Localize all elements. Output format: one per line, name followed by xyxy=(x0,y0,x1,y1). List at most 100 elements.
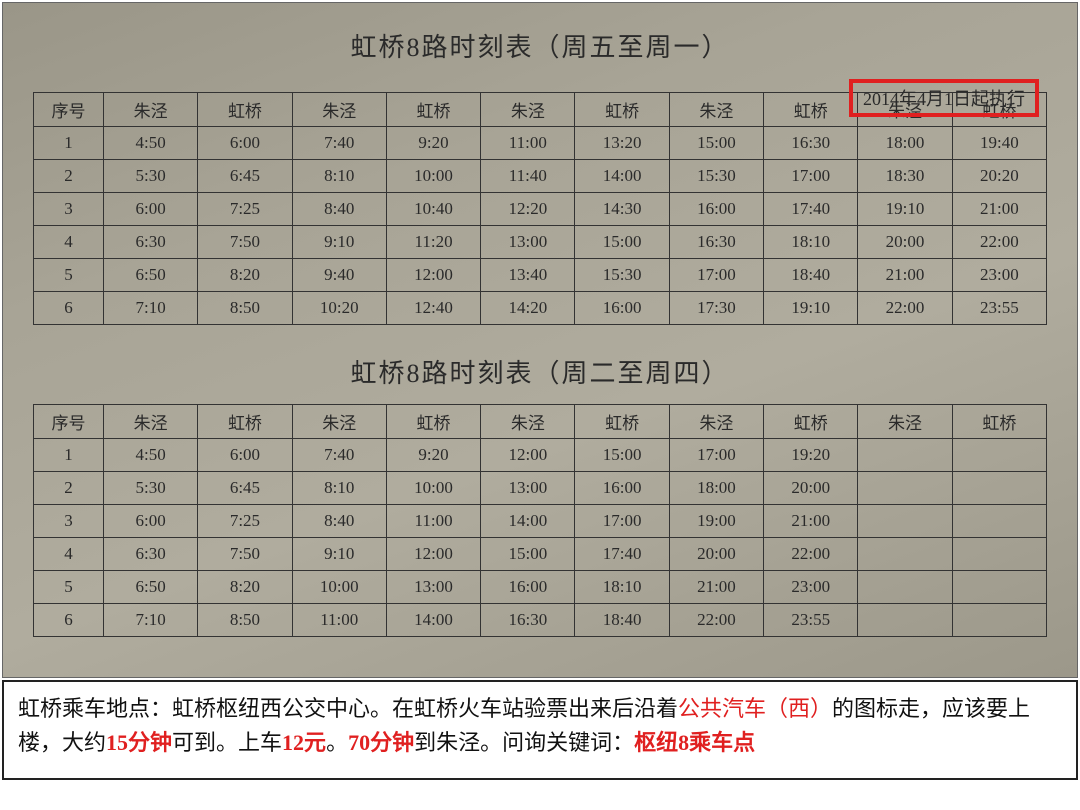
schedule1-cell: 5:30 xyxy=(104,160,198,193)
schedule1-cell: 4 xyxy=(34,226,104,259)
schedule2-cell: 7:40 xyxy=(292,439,386,472)
schedule1-cell: 13:20 xyxy=(575,127,669,160)
schedule2-cell: 13:00 xyxy=(481,472,575,505)
schedule1-cell: 6:00 xyxy=(104,193,198,226)
schedule1-cell: 18:10 xyxy=(764,226,858,259)
schedule2-cell: 21:00 xyxy=(764,505,858,538)
schedule1-cell: 7:40 xyxy=(292,127,386,160)
schedule2-cell xyxy=(952,538,1046,571)
schedule1-col-1: 朱泾 xyxy=(104,93,198,127)
caption-highlight-keyword: 枢纽8乘车点 xyxy=(634,730,755,755)
schedule2-col-5: 朱泾 xyxy=(481,405,575,439)
schedule2-cell: 16:00 xyxy=(481,571,575,604)
schedule2-cell: 12:00 xyxy=(386,538,480,571)
schedule1-cell: 18:40 xyxy=(764,259,858,292)
schedule2-cell: 11:00 xyxy=(386,505,480,538)
schedule1-cell: 15:30 xyxy=(669,160,763,193)
schedule2-cell: 18:40 xyxy=(575,604,669,637)
schedule1-cell: 5 xyxy=(34,259,104,292)
caption-highlight-15min: 15分钟 xyxy=(106,730,172,755)
schedule2-cell: 8:20 xyxy=(198,571,292,604)
schedule1-row: 46:307:509:1011:2013:0015:0016:3018:1020… xyxy=(34,226,1047,259)
schedule2-row: 36:007:258:4011:0014:0017:0019:0021:00 xyxy=(34,505,1047,538)
schedule2-cell: 6 xyxy=(34,604,104,637)
schedule2-cell: 15:00 xyxy=(481,538,575,571)
schedule2-cell: 5:30 xyxy=(104,472,198,505)
schedule1-cell: 8:20 xyxy=(198,259,292,292)
schedule1-cell: 12:40 xyxy=(386,292,480,325)
schedule2-col-8: 虹桥 xyxy=(764,405,858,439)
schedule2-cell: 13:00 xyxy=(386,571,480,604)
schedule2-cell xyxy=(858,604,952,637)
schedule1-cell: 3 xyxy=(34,193,104,226)
schedule2-cell: 6:30 xyxy=(104,538,198,571)
schedule1-cell: 17:00 xyxy=(764,160,858,193)
schedule1-col-8: 虹桥 xyxy=(764,93,858,127)
schedule2-cell: 8:10 xyxy=(292,472,386,505)
schedule2-cell xyxy=(858,439,952,472)
schedule2-row: 56:508:2010:0013:0016:0018:1021:0023:00 xyxy=(34,571,1047,604)
schedule1-row: 25:306:458:1010:0011:4014:0015:3017:0018… xyxy=(34,160,1047,193)
schedule1-cell: 9:40 xyxy=(292,259,386,292)
schedule1-cell: 9:20 xyxy=(386,127,480,160)
schedule1-cell: 9:10 xyxy=(292,226,386,259)
schedule2-cell: 18:00 xyxy=(669,472,763,505)
schedule1-cell: 14:30 xyxy=(575,193,669,226)
schedule2-cell: 16:00 xyxy=(575,472,669,505)
schedule1-cell: 15:00 xyxy=(575,226,669,259)
schedule1-cell: 18:30 xyxy=(858,160,952,193)
schedule1-cell: 19:10 xyxy=(858,193,952,226)
schedule1-cell: 13:40 xyxy=(481,259,575,292)
schedule2-cell: 14:00 xyxy=(386,604,480,637)
caption-text: 到朱泾。问询关键词： xyxy=(414,730,634,755)
schedule2-cell: 6:50 xyxy=(104,571,198,604)
schedule1-row: 56:508:209:4012:0013:4015:3017:0018:4021… xyxy=(34,259,1047,292)
schedule1-cell: 16:30 xyxy=(669,226,763,259)
schedule2-cell xyxy=(952,439,1046,472)
schedule2-row: 46:307:509:1012:0015:0017:4020:0022:00 xyxy=(34,538,1047,571)
schedule1-cell: 6:30 xyxy=(104,226,198,259)
schedule1-cell: 10:00 xyxy=(386,160,480,193)
schedule2-cell: 11:00 xyxy=(292,604,386,637)
schedule1-cell: 16:00 xyxy=(575,292,669,325)
schedule2-cell: 5 xyxy=(34,571,104,604)
schedule1-cell: 1 xyxy=(34,127,104,160)
schedule2-cell: 12:00 xyxy=(481,439,575,472)
schedule2-col-3: 朱泾 xyxy=(292,405,386,439)
schedule2-cell: 20:00 xyxy=(669,538,763,571)
schedule2-cell xyxy=(858,472,952,505)
schedule1-cell: 14:20 xyxy=(481,292,575,325)
schedule2-cell xyxy=(858,538,952,571)
schedule1-cell: 10:20 xyxy=(292,292,386,325)
schedule1-table: 序号朱泾虹桥朱泾虹桥朱泾虹桥朱泾虹桥朱泾虹桥 14:506:007:409:20… xyxy=(33,92,1047,325)
schedule1-cell: 16:00 xyxy=(669,193,763,226)
caption-highlight-bus-west: 公共汽车（西） xyxy=(678,696,832,721)
caption-text: 虹桥乘车地点：虹桥枢纽西公交中心。在虹桥火车站验票出来后沿着 xyxy=(18,696,678,721)
schedule1-cell: 17:30 xyxy=(669,292,763,325)
schedule1-cell: 21:00 xyxy=(952,193,1046,226)
schedule1-cell: 6:45 xyxy=(198,160,292,193)
schedule2-cell: 6:00 xyxy=(198,439,292,472)
schedule1-cell: 16:30 xyxy=(764,127,858,160)
schedule1-row: 36:007:258:4010:4012:2014:3016:0017:4019… xyxy=(34,193,1047,226)
schedule2-row: 14:506:007:409:2012:0015:0017:0019:20 xyxy=(34,439,1047,472)
schedule2-cell: 8:50 xyxy=(198,604,292,637)
schedule1-cell: 22:00 xyxy=(952,226,1046,259)
schedule2-cell xyxy=(858,505,952,538)
schedule1-row: 67:108:5010:2012:4014:2016:0017:3019:102… xyxy=(34,292,1047,325)
schedule2-cell: 22:00 xyxy=(764,538,858,571)
schedule1-col-3: 朱泾 xyxy=(292,93,386,127)
schedule1-cell: 15:00 xyxy=(669,127,763,160)
schedule2-header-row: 序号朱泾虹桥朱泾虹桥朱泾虹桥朱泾虹桥朱泾虹桥 xyxy=(34,405,1047,439)
schedule2-cell: 7:25 xyxy=(198,505,292,538)
schedule2-cell: 7:50 xyxy=(198,538,292,571)
schedule1-cell: 11:20 xyxy=(386,226,480,259)
schedule2-cell: 23:00 xyxy=(764,571,858,604)
date-notice-box: 2014年4月1日起执行 xyxy=(849,79,1039,117)
schedule2-col-10: 虹桥 xyxy=(952,405,1046,439)
schedule1-cell: 6:50 xyxy=(104,259,198,292)
schedule2-cell: 15:00 xyxy=(575,439,669,472)
schedule1-cell: 23:00 xyxy=(952,259,1046,292)
schedule2-cell: 19:00 xyxy=(669,505,763,538)
caption-box: 虹桥乘车地点：虹桥枢纽西公交中心。在虹桥火车站验票出来后沿着公共汽车（西）的图标… xyxy=(2,680,1078,780)
